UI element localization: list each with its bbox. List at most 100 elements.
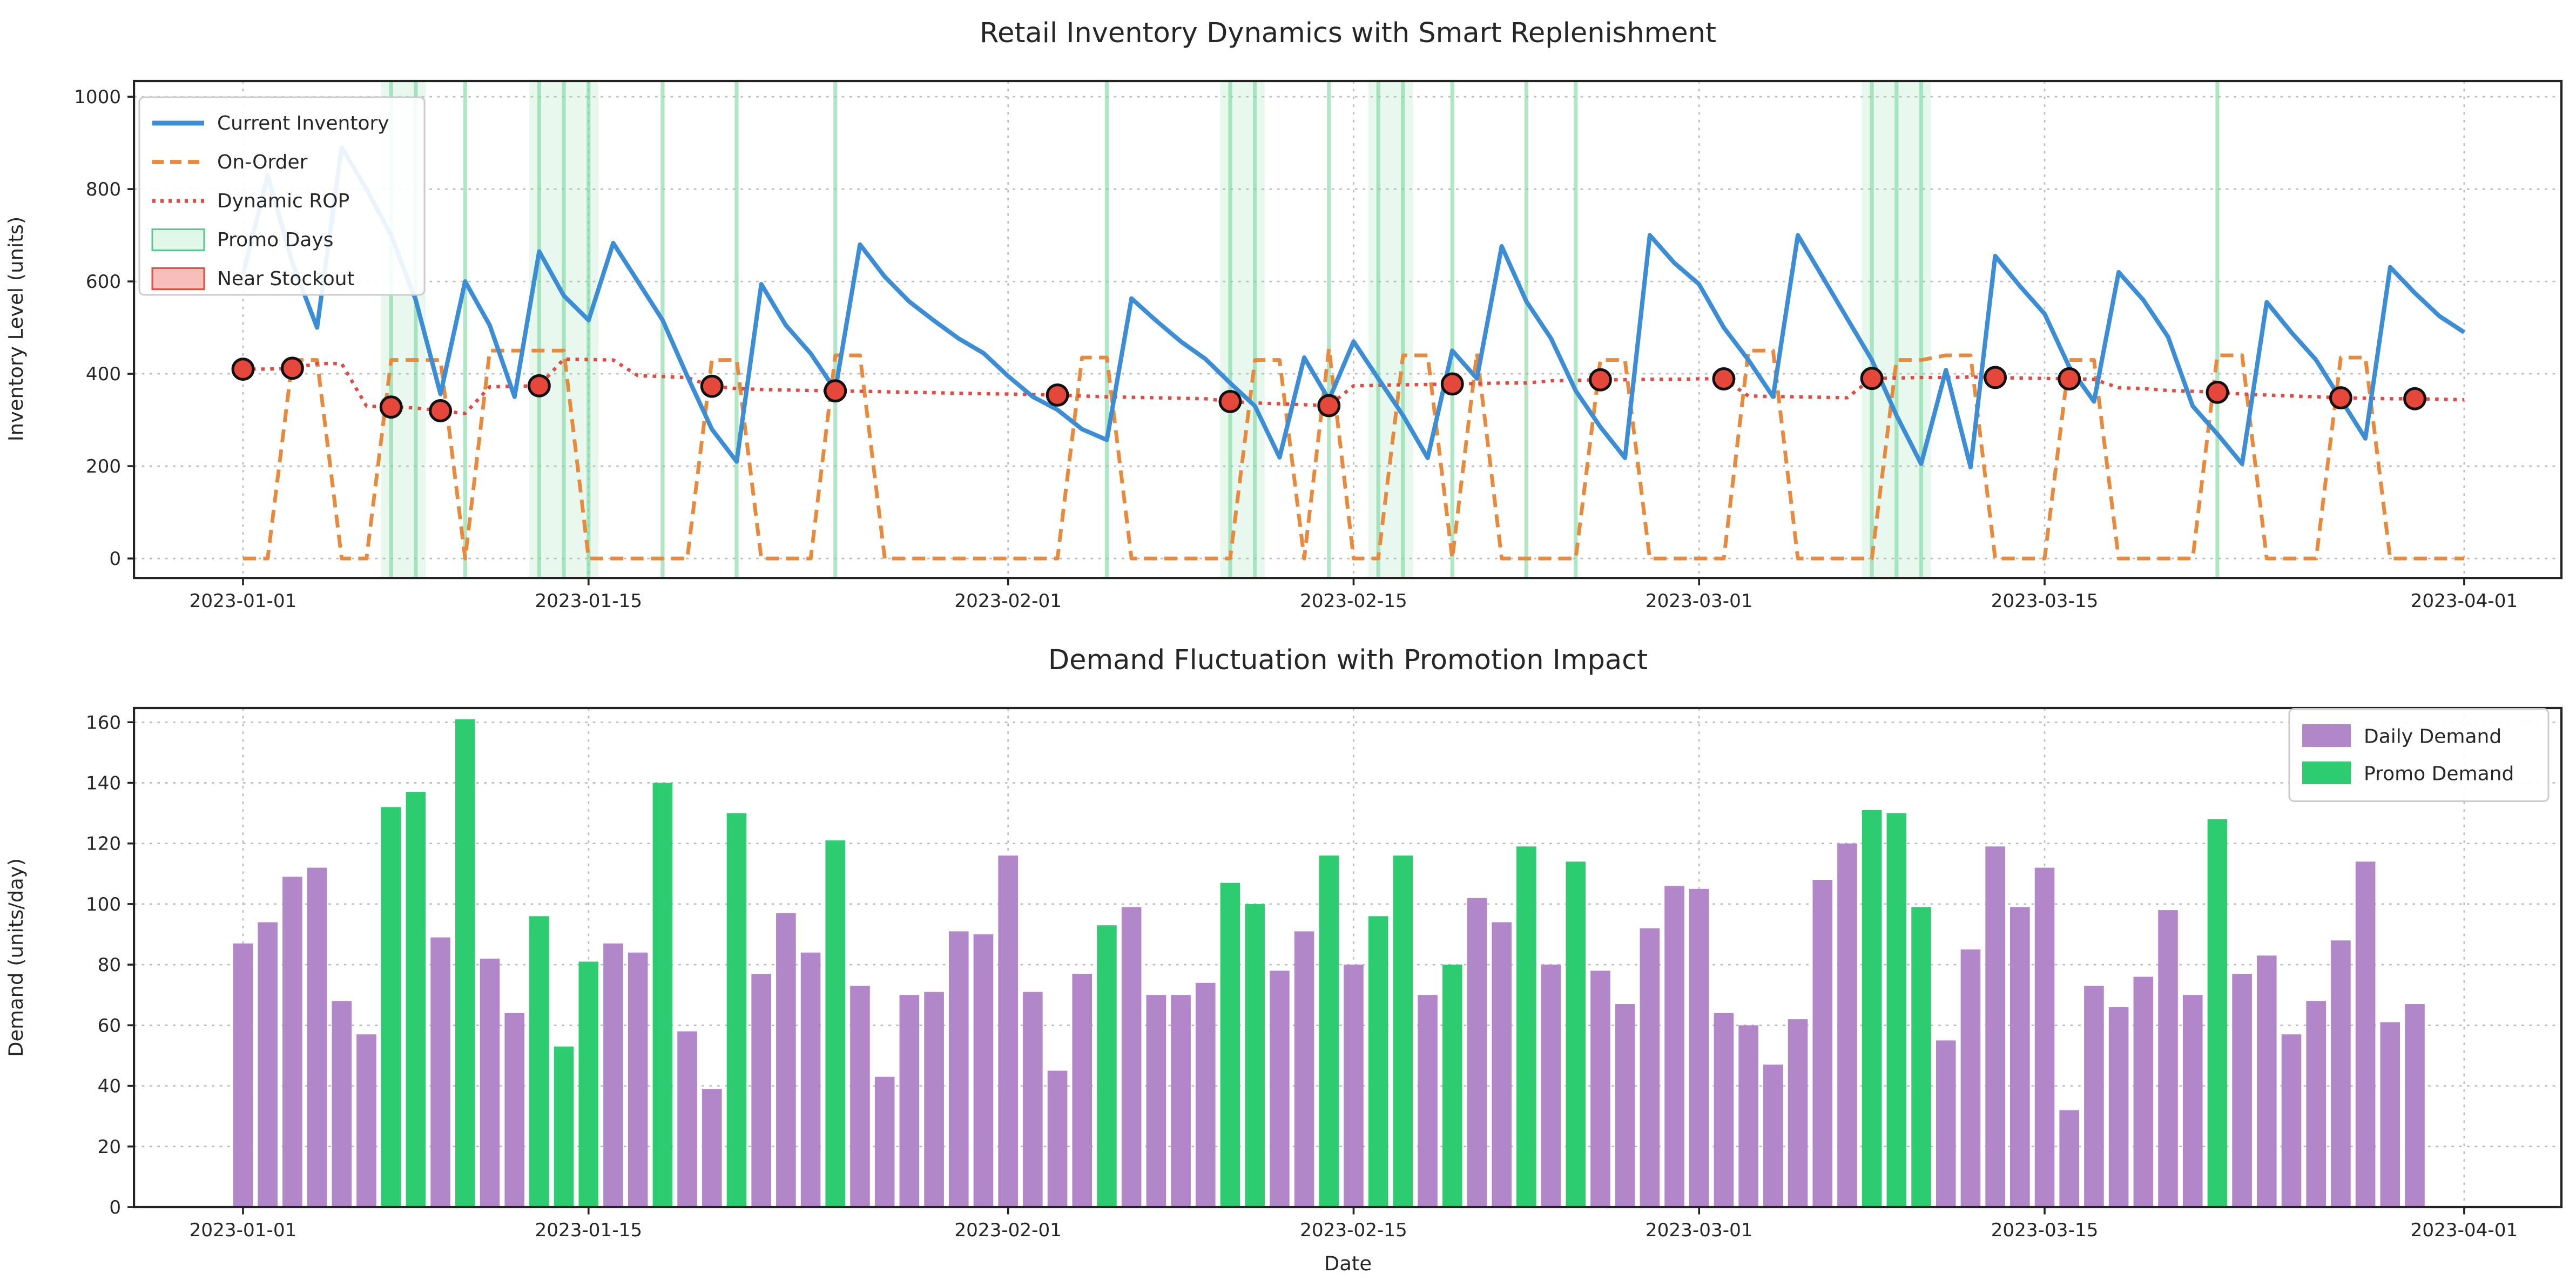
daily-demand-bar — [2059, 1110, 2080, 1207]
date-tick-label: 2023-02-01 — [954, 1220, 1062, 1241]
daily-demand-bar — [751, 973, 771, 1207]
promo-band — [463, 81, 467, 578]
inventory-tick-label: 400 — [86, 363, 121, 385]
promo-band — [1894, 81, 1899, 578]
inventory-tick-label: 0 — [109, 548, 121, 570]
daily-demand-bar — [973, 934, 994, 1207]
order-marker — [1984, 366, 2007, 389]
daily-demand-bar — [800, 952, 821, 1207]
bottom-legend: Daily Demand Promo Demand — [2288, 708, 2550, 802]
legend-box — [138, 96, 426, 296]
inventory-tick-label: 200 — [86, 456, 121, 477]
date-tick-label: 2023-03-01 — [1646, 1220, 1753, 1241]
promo-demand-bar — [1566, 861, 1586, 1207]
daily-demand-bar — [1714, 1013, 1734, 1207]
demand-chart: 0 20 40 60 80 100 120 140 160 2023-01-01 2023-01-1… — [86, 706, 2563, 1241]
daily-demand-bar — [2108, 1007, 2129, 1207]
bottom-chart-title: Demand Fluctuation with Promotion Impact — [1048, 644, 1648, 676]
daily-demand-bar — [874, 1076, 895, 1207]
daily-demand-bar — [480, 958, 500, 1207]
daily-demand-bar — [2281, 1034, 2302, 1207]
date-tick-label: 2023-01-15 — [535, 590, 642, 612]
daily-demand-bar — [1738, 1025, 1758, 1207]
date-tick-label: 2023-03-01 — [1646, 590, 1753, 612]
daily-demand-bar — [1023, 992, 1043, 1207]
promo-demand-bar — [1911, 907, 1931, 1207]
daily-demand-bar — [1294, 931, 1314, 1207]
legend-box — [2288, 708, 2550, 802]
daily-demand-bar — [2331, 940, 2351, 1207]
daily-demand-bar — [702, 1089, 722, 1207]
daily-demand-bar — [1146, 995, 1166, 1207]
promo-band — [537, 81, 541, 578]
daily-demand-bar — [1960, 949, 1981, 1207]
daily-demand-bar — [2158, 910, 2178, 1207]
daily-demand-bar — [307, 867, 327, 1207]
daily-demand-bar — [1270, 971, 1290, 1207]
order-marker — [824, 379, 847, 403]
daily-demand-bar — [603, 943, 623, 1207]
daily-demand-bar — [430, 937, 450, 1207]
axes-frame — [132, 706, 2563, 1209]
bottom-y-axis-label: Demand (units/day) — [4, 858, 28, 1057]
daily-demand-bar — [1812, 880, 1833, 1207]
promo-demand-bar — [1442, 965, 1462, 1207]
daily-demand-bar — [998, 855, 1018, 1207]
demand-tick-label: 20 — [98, 1136, 122, 1158]
legend-label: Current Inventory — [217, 112, 389, 134]
promo-demand-bar — [1393, 855, 1413, 1207]
date-tick-label: 2023-02-01 — [954, 590, 1062, 612]
date-tick-label: 2023-01-01 — [190, 1220, 297, 1241]
promo-band — [1450, 81, 1454, 578]
order-marker — [2329, 386, 2352, 410]
daily-demand-bar — [948, 931, 969, 1207]
promo-band — [1919, 81, 1924, 578]
promo-band — [586, 81, 591, 578]
promo-demand-bar — [1319, 855, 1339, 1207]
daily-demand-bar — [2084, 986, 2104, 1207]
date-tick-label: 2023-01-01 — [190, 590, 297, 612]
promo-demand-bar — [1516, 846, 1536, 1207]
legend-label: Dynamic ROP — [217, 190, 349, 212]
bottom-x-axis-label: Date — [1324, 1252, 1372, 1275]
promo-band — [660, 81, 665, 578]
promo-band — [562, 81, 566, 578]
date-tick-label: 2023-04-01 — [2411, 590, 2518, 612]
daily-demand-bar — [258, 922, 278, 1207]
order-marker — [2058, 367, 2081, 390]
daily-demand-bar — [1467, 898, 1487, 1207]
promo-demand-bar — [554, 1046, 574, 1207]
demand-tick-label: 40 — [98, 1076, 122, 1097]
daily-demand-bar — [1195, 982, 1216, 1207]
daily-demand-bar — [1541, 965, 1561, 1207]
daily-demand-bar — [2182, 995, 2203, 1207]
legend-label: Near Stockout — [217, 268, 355, 290]
legend-label: Daily Demand — [2364, 726, 2501, 748]
daily-demand-bar — [628, 952, 648, 1207]
legend-patch-sample — [151, 228, 205, 251]
legend-label: On-Order — [217, 151, 308, 173]
demand-tick-label: 60 — [98, 1015, 122, 1036]
promo-band — [1104, 81, 1109, 578]
order-marker — [1712, 367, 1736, 390]
legend-label: Promo Days — [217, 229, 334, 251]
promo-band — [734, 81, 739, 578]
daily-demand-bar — [1072, 973, 1093, 1207]
order-marker — [1317, 394, 1341, 417]
promo-band — [1228, 81, 1232, 578]
daily-demand-bar — [2306, 1001, 2327, 1207]
legend-patch-sample — [2302, 762, 2351, 784]
promo-band — [1327, 81, 1331, 578]
daily-demand-bar — [1788, 1019, 1808, 1207]
daily-demand-bar — [2405, 1004, 2425, 1207]
order-marker — [1860, 367, 1884, 390]
date-tick-label: 2023-04-01 — [2411, 1220, 2518, 1241]
demand-tick-label: 160 — [86, 712, 121, 733]
promo-band — [1401, 81, 1405, 578]
on-order-line — [243, 346, 2464, 561]
daily-demand-bar — [850, 986, 870, 1207]
promo-demand-bar — [1245, 904, 1265, 1207]
promo-demand-bar — [381, 807, 401, 1207]
daily-demand-bar — [1763, 1065, 1783, 1207]
promo-band — [1574, 81, 1578, 578]
